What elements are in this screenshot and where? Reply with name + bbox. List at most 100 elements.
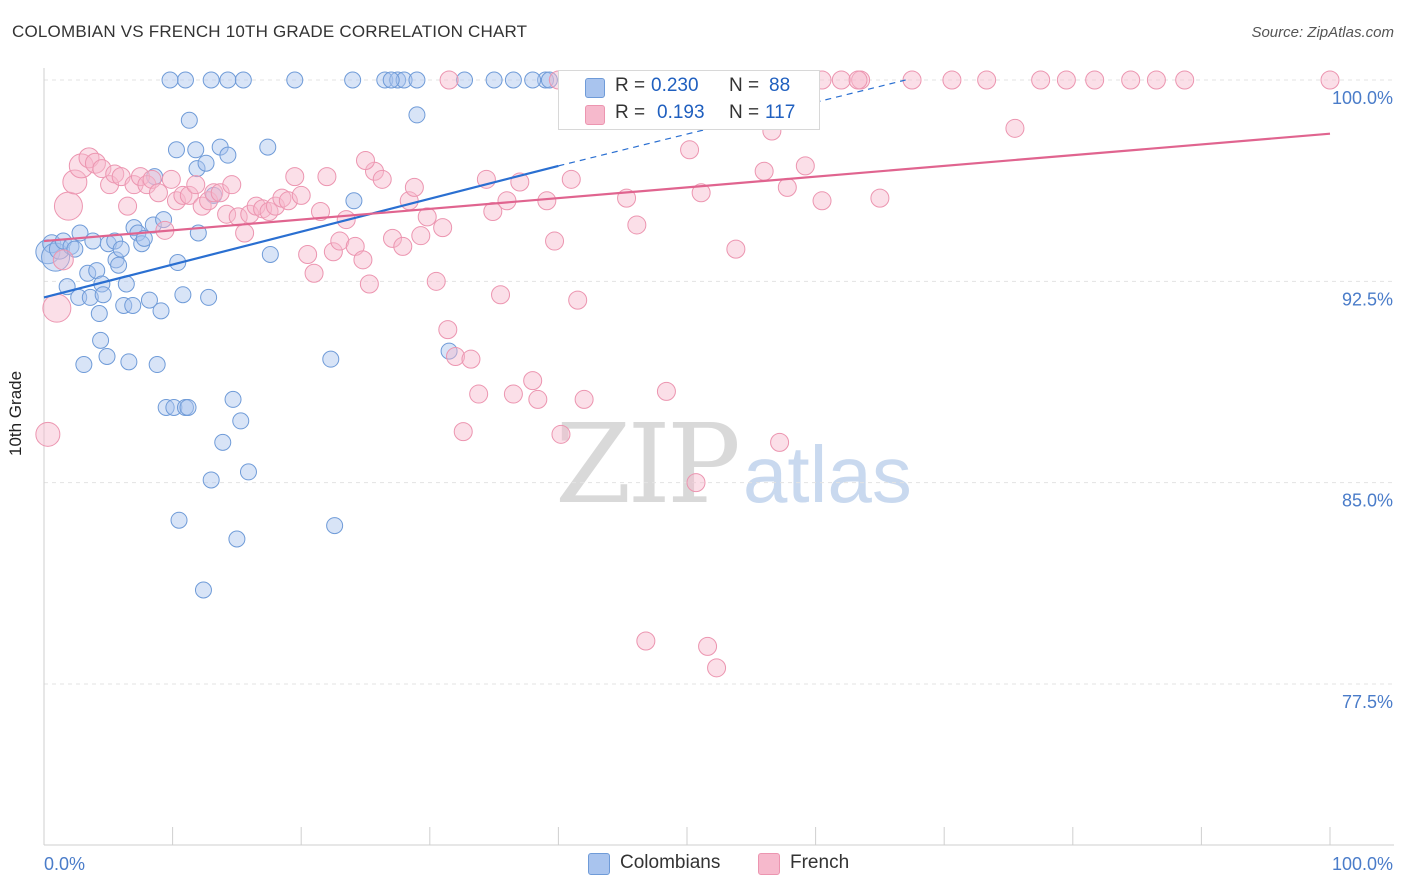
french-point bbox=[192, 196, 212, 216]
french-point bbox=[545, 231, 565, 251]
colombian-point bbox=[152, 302, 170, 320]
french-point bbox=[417, 207, 437, 227]
legend-n-value-french: 117 bbox=[765, 102, 796, 123]
french-point bbox=[1146, 70, 1166, 90]
colombian-point bbox=[322, 350, 340, 368]
french-point bbox=[561, 169, 581, 189]
colombian-point bbox=[286, 71, 304, 89]
french-point bbox=[265, 196, 285, 216]
legend-n-value-colombians: 88 bbox=[769, 75, 791, 96]
french-point bbox=[179, 185, 199, 205]
french-point bbox=[53, 191, 83, 221]
french-point bbox=[52, 249, 74, 271]
french-point bbox=[1085, 70, 1105, 90]
french-point bbox=[217, 204, 237, 224]
french-point bbox=[35, 421, 61, 447]
colombian-point bbox=[197, 154, 215, 172]
colombian-point bbox=[112, 240, 130, 258]
french-point bbox=[137, 175, 157, 195]
french-point bbox=[426, 271, 446, 291]
colombian-point bbox=[161, 71, 179, 89]
french-point bbox=[754, 161, 774, 181]
colombian-point bbox=[219, 71, 237, 89]
french-point bbox=[298, 244, 318, 264]
french-point bbox=[528, 389, 548, 409]
french-point bbox=[439, 70, 459, 90]
french-legend-label: French bbox=[790, 852, 850, 873]
french-point bbox=[372, 169, 392, 189]
french-point bbox=[62, 169, 88, 195]
french-point bbox=[353, 250, 373, 270]
french-point bbox=[680, 140, 700, 160]
x-tick-label-max: 100.0% bbox=[1332, 854, 1393, 874]
colombian-point bbox=[376, 71, 394, 89]
colombian-point bbox=[81, 288, 99, 306]
french-point bbox=[686, 473, 706, 493]
colombian-point bbox=[259, 138, 277, 156]
french-point bbox=[278, 191, 298, 211]
french-point bbox=[222, 175, 242, 195]
french-point bbox=[469, 384, 489, 404]
french-swatch bbox=[585, 105, 605, 125]
colombian-point bbox=[115, 296, 133, 314]
colombian-point bbox=[440, 342, 458, 360]
french-point bbox=[1320, 70, 1340, 90]
french-point bbox=[330, 231, 350, 251]
colombian-point bbox=[524, 71, 542, 89]
french-point bbox=[537, 191, 557, 211]
colombian-point bbox=[234, 71, 252, 89]
french-point bbox=[393, 236, 413, 256]
french-legend-swatch bbox=[758, 853, 780, 875]
colombian-point bbox=[537, 71, 555, 89]
french-point bbox=[627, 215, 647, 235]
colombian-point bbox=[75, 356, 93, 374]
chart-title: COLOMBIAN VS FRENCH 10TH GRADE CORRELATI… bbox=[12, 22, 528, 41]
colombian-point bbox=[180, 111, 198, 129]
legend-r-value-french: 0.193 bbox=[657, 102, 705, 123]
french-point bbox=[42, 293, 72, 323]
y-tick-label: 92.5% bbox=[1342, 289, 1393, 309]
x-tick-label-min: 0.0% bbox=[44, 854, 85, 874]
colombian-point bbox=[179, 398, 197, 416]
french-point bbox=[100, 175, 120, 195]
french-point bbox=[84, 152, 106, 174]
colombian-point bbox=[395, 71, 413, 89]
chart-source: Source: ZipAtlas.com bbox=[1251, 24, 1394, 41]
french-point bbox=[870, 188, 890, 208]
french-point bbox=[795, 156, 815, 176]
french-point bbox=[446, 346, 466, 366]
french-point bbox=[433, 218, 453, 238]
colombian-point bbox=[261, 245, 279, 263]
colombian-point bbox=[170, 511, 188, 529]
french-point bbox=[130, 167, 150, 187]
legend-r-value-colombians: 0.230 bbox=[651, 75, 699, 96]
french-point bbox=[317, 167, 337, 187]
french-point bbox=[777, 177, 797, 197]
colombian-point bbox=[345, 192, 363, 210]
colombian-point bbox=[202, 71, 220, 89]
french-point bbox=[118, 196, 138, 216]
colombian-point bbox=[187, 141, 205, 159]
french-point bbox=[523, 371, 543, 391]
colombian-point bbox=[326, 517, 344, 535]
french-point bbox=[1175, 70, 1195, 90]
french-point bbox=[574, 389, 594, 409]
legend-n-label-colombians: N = bbox=[729, 75, 760, 96]
french-point bbox=[310, 202, 330, 222]
french-point bbox=[359, 274, 379, 294]
colombian-point bbox=[176, 71, 194, 89]
french-point bbox=[285, 167, 305, 187]
colombian-point bbox=[408, 71, 426, 89]
colombian-point bbox=[214, 433, 232, 451]
colombian-point bbox=[504, 71, 522, 89]
french-point bbox=[831, 70, 851, 90]
french-point bbox=[551, 424, 571, 444]
french-point bbox=[453, 422, 473, 442]
french-point bbox=[204, 183, 224, 203]
colombian-point bbox=[200, 288, 218, 306]
french-point bbox=[166, 191, 186, 211]
french-point bbox=[186, 175, 206, 195]
french-point bbox=[1121, 70, 1141, 90]
colombian-point bbox=[174, 286, 192, 304]
